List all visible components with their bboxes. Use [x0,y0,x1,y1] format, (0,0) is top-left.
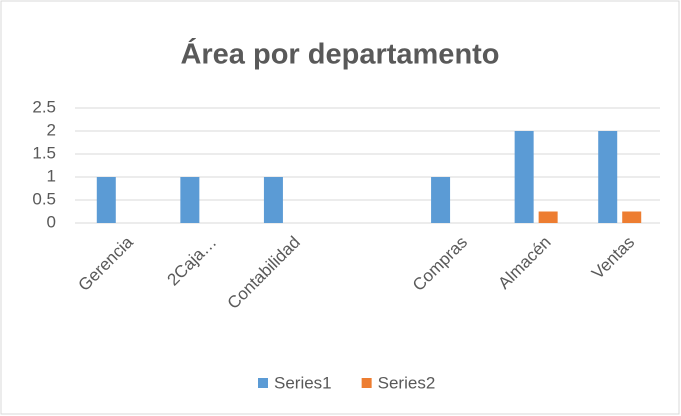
bar [431,177,451,223]
bar [622,211,642,223]
legend-label: Series2 [378,373,436,392]
y-tick-label: 2.5 [32,97,56,116]
legend-swatch [361,378,372,388]
y-tick-label: 0 [47,212,56,231]
chart-title: Área por departamento [180,37,499,71]
y-tick-label: 2 [47,120,56,139]
bar [180,177,200,223]
y-tick-label: 0.5 [32,189,56,208]
bar [263,177,283,223]
legend-label: Series1 [274,373,332,392]
bar [538,211,558,223]
bar [96,177,116,223]
bar [598,131,618,223]
legend-swatch [258,378,268,388]
y-tick-label: 1.5 [32,143,56,162]
y-tick-label: 1 [47,166,56,185]
bar [514,131,534,223]
